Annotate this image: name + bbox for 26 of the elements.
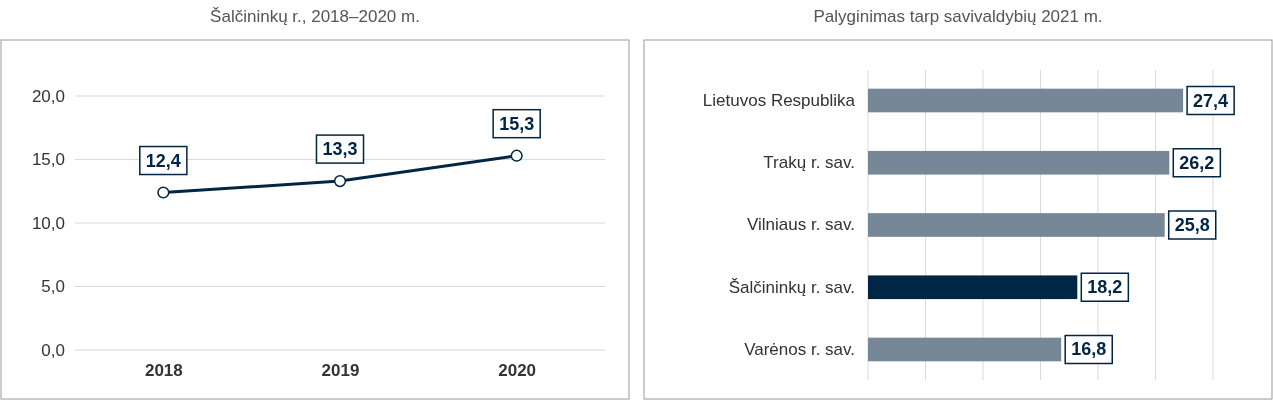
data-label: 12,4	[145, 150, 181, 171]
data-label: 13,3	[322, 139, 358, 160]
point	[157, 186, 170, 199]
chart-title: Šalčininkų r., 2018–2020 m.	[210, 7, 420, 26]
y-tick-label: Lietuvos Respublika	[702, 90, 856, 110]
x-tick-label: 2020	[498, 361, 537, 381]
y-tick-label: 10,0	[31, 213, 65, 233]
chart-title: Palyginimas tarp savivaldybių 2021 m.	[813, 7, 1103, 26]
point	[510, 149, 523, 162]
point	[333, 175, 347, 188]
y-tick-label: Šalčininkų r. sav.	[728, 277, 855, 297]
data-label: 27,4	[1193, 90, 1229, 111]
y-tick-label: 5,0	[41, 277, 65, 297]
data-label: 15,3	[499, 113, 535, 134]
y-tick-label: Trakų r. sav.	[763, 153, 855, 173]
data-label: 25,8	[1174, 215, 1210, 235]
y-tick-label: Vilniaus r. sav.	[746, 215, 855, 235]
y-tick-label: 0,0	[41, 340, 65, 360]
x-tick-label: 2019	[321, 361, 360, 381]
y-tick-label: Varėnos r. sav.	[744, 339, 855, 359]
x-tick-label: 2018	[144, 361, 183, 381]
data-label: 16,8	[1071, 339, 1107, 360]
data-label: 26,2	[1179, 152, 1215, 173]
y-tick-label: 15,0	[31, 150, 65, 170]
data-label: 18,2	[1087, 277, 1123, 298]
y-tick-label: 20,0	[31, 86, 65, 106]
